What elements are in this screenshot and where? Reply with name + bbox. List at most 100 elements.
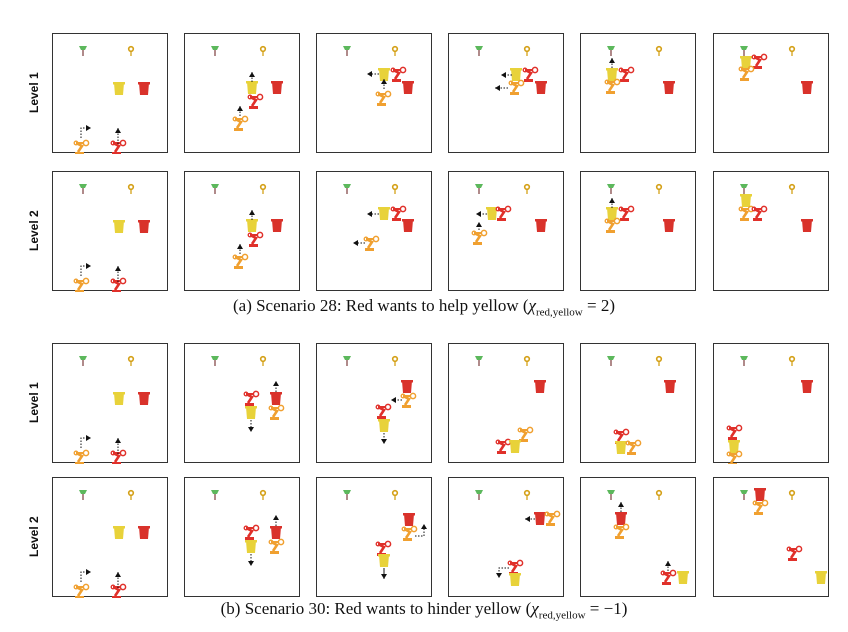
orange-robot-arm-icon bbox=[73, 449, 90, 464]
caption-b-text: (b) Scenario 30: Red wants to hinder yel… bbox=[220, 599, 532, 618]
tree-icon bbox=[740, 356, 748, 366]
action-arrow bbox=[248, 554, 254, 566]
caption-a-symbol: χ bbox=[528, 296, 537, 315]
action-arrow bbox=[237, 244, 243, 254]
arrowhead bbox=[367, 71, 372, 77]
tree-icon bbox=[79, 490, 87, 500]
yellow-bin-icon bbox=[740, 56, 752, 69]
arrowhead bbox=[391, 397, 396, 403]
orange-robot-arm-icon bbox=[232, 115, 249, 131]
panel-r4-c1 bbox=[52, 477, 168, 598]
key-icon bbox=[259, 355, 267, 366]
yellow-bin-icon bbox=[606, 68, 618, 81]
orange-robot-arm-icon bbox=[738, 205, 755, 221]
key-icon bbox=[523, 183, 531, 194]
arrowhead bbox=[249, 72, 255, 77]
scene-canvas bbox=[475, 45, 547, 95]
red-bin-icon bbox=[615, 512, 627, 525]
tree-icon bbox=[79, 184, 87, 194]
scene-canvas bbox=[604, 45, 675, 94]
arrowhead bbox=[237, 244, 243, 249]
arrowhead bbox=[381, 439, 387, 444]
orange-robot-arm-icon bbox=[517, 426, 534, 442]
red-robot-arm-icon bbox=[618, 66, 635, 82]
scene-canvas bbox=[211, 489, 285, 566]
yellow-bin-icon bbox=[509, 573, 521, 586]
orange-robot-arm-icon bbox=[401, 525, 418, 541]
arrowhead bbox=[237, 106, 243, 111]
yellow-bin-icon bbox=[378, 419, 390, 432]
caption-a-relation: = 2) bbox=[582, 296, 615, 315]
yellow-bin-icon bbox=[113, 82, 125, 95]
yellow-bin-icon bbox=[615, 441, 627, 454]
key-icon bbox=[259, 183, 267, 194]
arrowhead bbox=[609, 58, 615, 63]
action-arrow bbox=[115, 128, 121, 144]
action-arrow bbox=[115, 266, 121, 282]
key-icon bbox=[127, 355, 135, 366]
red-robot-arm-icon bbox=[495, 438, 512, 454]
red-robot-arm-icon bbox=[751, 205, 768, 221]
red-robot-arm-icon bbox=[495, 205, 512, 221]
action-arrow bbox=[381, 79, 387, 89]
scene-canvas bbox=[343, 45, 414, 106]
red-bin-icon bbox=[801, 219, 813, 232]
yellow-bin-icon bbox=[815, 571, 827, 584]
arrowhead bbox=[476, 222, 482, 227]
level-label-b2: Level 2 bbox=[27, 516, 41, 557]
scene-canvas bbox=[73, 183, 150, 292]
red-robot-arm-icon bbox=[390, 205, 407, 221]
arrowhead bbox=[496, 573, 502, 578]
action-arrow bbox=[367, 211, 379, 217]
arrowhead bbox=[501, 72, 506, 78]
scene-canvas bbox=[604, 183, 675, 233]
scene-canvas bbox=[211, 355, 285, 432]
action-arrow bbox=[391, 397, 402, 403]
scene-canvas bbox=[607, 355, 676, 455]
red-robot-arm-icon bbox=[110, 583, 127, 598]
orange-robot-arm-icon bbox=[73, 583, 90, 598]
key-icon bbox=[391, 183, 399, 194]
red-bin-icon bbox=[535, 81, 547, 94]
yellow-bin-icon bbox=[245, 406, 257, 419]
red-robot-arm-icon bbox=[618, 205, 635, 221]
red-bin-icon bbox=[535, 219, 547, 232]
panel-r2-c5 bbox=[580, 171, 696, 291]
key-icon bbox=[127, 45, 135, 56]
orange-robot-arm-icon bbox=[613, 523, 630, 539]
caption-b: (b) Scenario 30: Red wants to hinder yel… bbox=[0, 599, 848, 621]
red-bin-icon bbox=[138, 220, 150, 233]
scene-canvas bbox=[73, 489, 150, 598]
arrowhead bbox=[248, 427, 254, 432]
tree-icon bbox=[211, 46, 219, 56]
key-icon bbox=[127, 183, 135, 194]
yellow-bin-icon bbox=[378, 68, 390, 81]
arrowhead bbox=[273, 515, 279, 520]
level-label-b1: Level 1 bbox=[27, 382, 41, 423]
yellow-bin-icon bbox=[486, 207, 498, 220]
panel-r1-c3 bbox=[316, 33, 432, 153]
action-arrow-turn bbox=[80, 435, 91, 448]
panel-r1-c2 bbox=[184, 33, 300, 153]
orange-robot-arm-icon bbox=[604, 78, 621, 94]
scene-canvas bbox=[73, 45, 150, 154]
tree-icon bbox=[343, 184, 351, 194]
red-bin-icon bbox=[271, 219, 283, 232]
yellow-bin-icon bbox=[606, 207, 618, 220]
red-bin-icon bbox=[663, 81, 675, 94]
arrowhead bbox=[248, 561, 254, 566]
red-bin-icon bbox=[534, 380, 546, 393]
key-icon bbox=[655, 183, 663, 194]
orange-robot-arm-icon bbox=[232, 253, 249, 269]
arrowhead bbox=[618, 502, 624, 507]
arrowhead bbox=[115, 128, 121, 133]
tree-icon bbox=[607, 184, 615, 194]
tree-icon bbox=[740, 46, 748, 56]
scene-canvas bbox=[475, 489, 561, 586]
red-bin-icon bbox=[801, 380, 813, 393]
tree-icon bbox=[740, 490, 748, 500]
tree-icon bbox=[211, 184, 219, 194]
action-arrow bbox=[381, 433, 387, 444]
red-robot-arm-icon bbox=[660, 569, 677, 585]
arrowhead bbox=[273, 381, 279, 386]
